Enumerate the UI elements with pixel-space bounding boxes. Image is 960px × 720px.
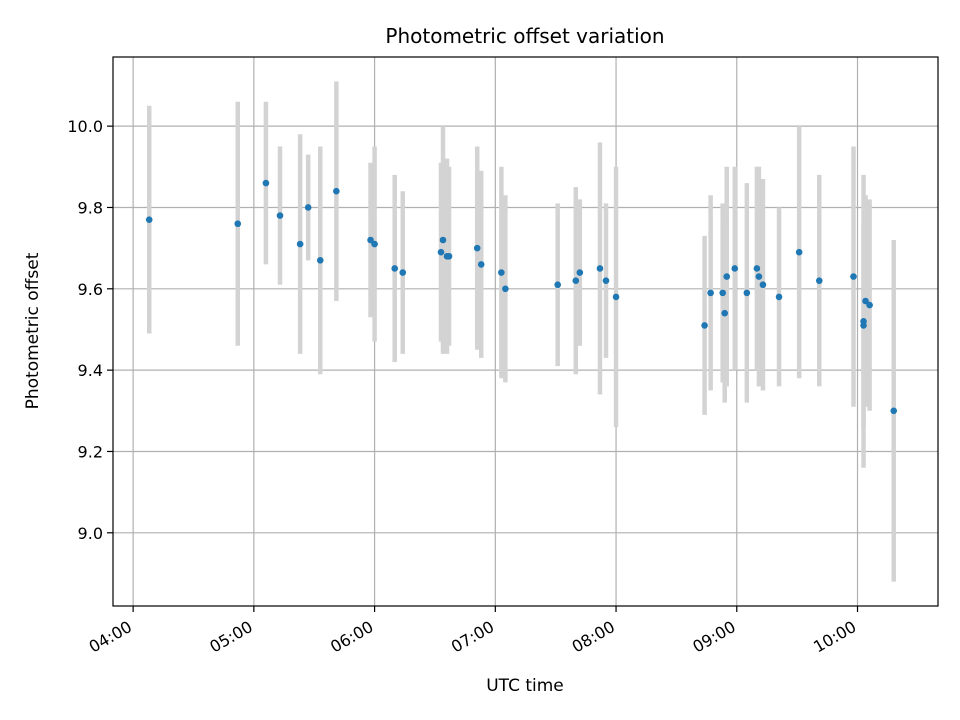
data-point xyxy=(759,281,767,289)
data-point xyxy=(755,273,763,280)
data-point xyxy=(445,252,453,260)
data-point xyxy=(866,301,873,309)
data-point xyxy=(775,293,783,301)
data-point xyxy=(596,265,604,272)
y-tick-label: 9.8 xyxy=(78,198,103,217)
data-point xyxy=(276,212,284,219)
data-point xyxy=(145,216,153,223)
data-point xyxy=(437,248,445,256)
data-point xyxy=(721,309,729,317)
chart-title: Photometric offset variation xyxy=(385,24,664,48)
data-point xyxy=(719,289,726,297)
data-point xyxy=(743,289,751,297)
x-tick-label: 04:00 xyxy=(86,617,135,657)
data-point xyxy=(399,269,407,276)
x-tick-label: 07:00 xyxy=(448,617,497,657)
y-tick-label: 9.4 xyxy=(78,361,103,380)
data-point xyxy=(498,269,505,276)
data-point xyxy=(304,204,312,211)
data-point xyxy=(795,248,803,256)
data-point xyxy=(262,179,270,187)
x-tick-label: 06:00 xyxy=(327,617,376,657)
plot-area xyxy=(112,56,939,607)
y-tick-label: 9.2 xyxy=(78,442,103,461)
x-tick-label: 10:00 xyxy=(810,617,859,657)
x-axis-title: UTC time xyxy=(486,676,564,696)
data-point xyxy=(554,281,561,289)
data-point xyxy=(862,297,869,305)
y-axis-title: Photometric offset xyxy=(23,252,43,409)
data-point xyxy=(707,289,714,297)
data-point xyxy=(731,265,739,272)
data-point xyxy=(860,322,867,329)
data-point xyxy=(502,285,509,293)
data-point xyxy=(367,236,374,244)
y-tick-label: 10.0 xyxy=(67,117,103,136)
data-point xyxy=(333,187,340,195)
x-tick-label: 09:00 xyxy=(689,617,738,657)
data-point xyxy=(723,273,731,280)
data-point xyxy=(890,407,898,415)
data-point xyxy=(612,293,620,301)
y-axis: 9.0 9.2 9.4 9.6 9.8 10.0 xyxy=(67,117,113,543)
data-point xyxy=(439,236,447,244)
data-point xyxy=(473,244,481,252)
data-points xyxy=(145,179,898,415)
data-point xyxy=(815,277,823,284)
data-point xyxy=(234,220,242,228)
data-point xyxy=(850,273,857,280)
error-bars xyxy=(146,81,896,582)
data-point xyxy=(572,277,580,284)
data-point xyxy=(753,265,761,272)
data-point xyxy=(576,269,584,276)
data-point xyxy=(316,257,324,264)
data-point xyxy=(602,277,610,284)
data-point xyxy=(701,322,708,329)
x-axis: 04:00 05:00 06:00 07:00 08:00 09:00 10:00 xyxy=(86,606,860,657)
data-point xyxy=(296,240,304,248)
x-tick-label: 05:00 xyxy=(206,617,255,657)
data-point xyxy=(371,240,378,248)
x-tick-label: 08:00 xyxy=(569,617,618,657)
data-point xyxy=(477,261,485,268)
y-tick-label: 9.0 xyxy=(78,524,103,543)
data-point xyxy=(391,265,399,272)
y-tick-label: 9.6 xyxy=(78,280,103,299)
